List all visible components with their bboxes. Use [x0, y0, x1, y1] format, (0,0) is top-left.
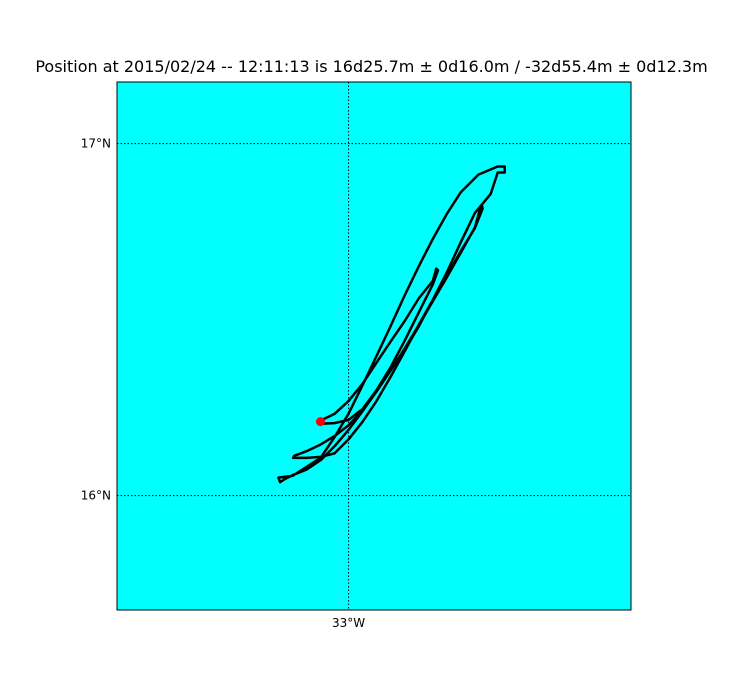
meridian-label: 33°W	[332, 616, 365, 630]
ocean-background	[117, 82, 631, 610]
contour-middle	[291, 203, 484, 460]
contour-inner	[317, 267, 440, 426]
position-marker	[315, 417, 325, 427]
graticule-labels: 17°N 16°N 33°W	[81, 137, 366, 630]
parallel-label: 16°N	[81, 489, 111, 503]
map-frame	[116, 81, 632, 611]
position-marker-layer	[315, 417, 325, 427]
graticule	[117, 82, 631, 610]
contour-outer	[277, 165, 506, 484]
probability-contours	[277, 165, 506, 484]
parallel-label: 17°N	[81, 137, 111, 151]
figure-title: Position at 2015/02/24 -- 12:11:13 is 16…	[35, 57, 708, 76]
